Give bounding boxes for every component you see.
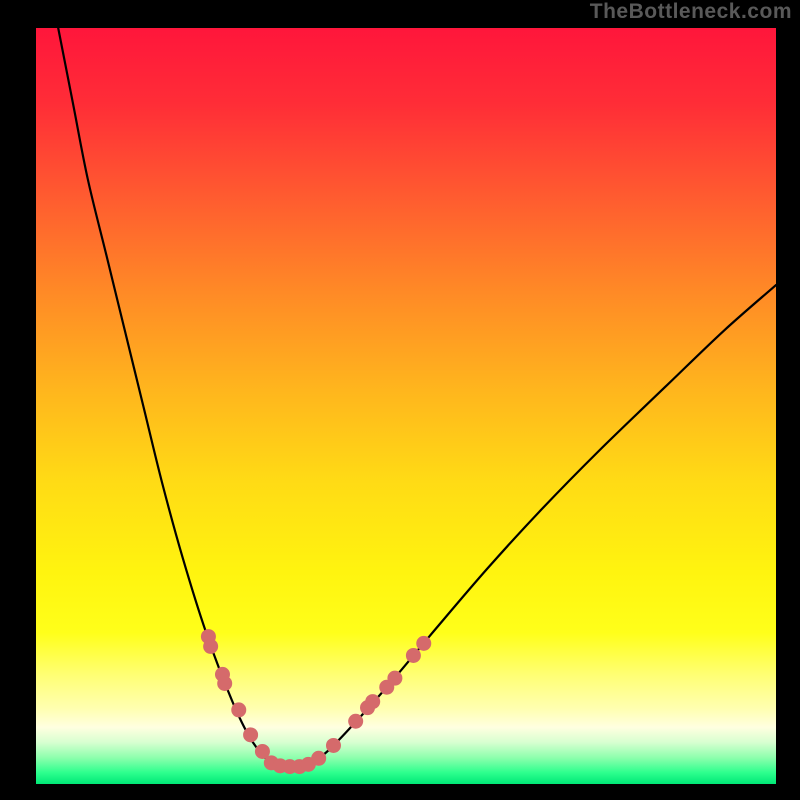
bottleneck-chart	[36, 28, 776, 784]
marker-point	[231, 702, 246, 717]
marker-point	[348, 714, 363, 729]
marker-point	[243, 727, 258, 742]
marker-point	[406, 648, 421, 663]
marker-point	[365, 694, 380, 709]
marker-point	[217, 676, 232, 691]
marker-point	[387, 671, 402, 686]
marker-point	[416, 636, 431, 651]
watermark-label: TheBottleneck.com	[590, 0, 792, 24]
marker-point	[203, 639, 218, 654]
plot-background	[36, 28, 776, 784]
chart-frame: TheBottleneck.com	[0, 0, 800, 800]
marker-point	[326, 738, 341, 753]
marker-point	[311, 751, 326, 766]
